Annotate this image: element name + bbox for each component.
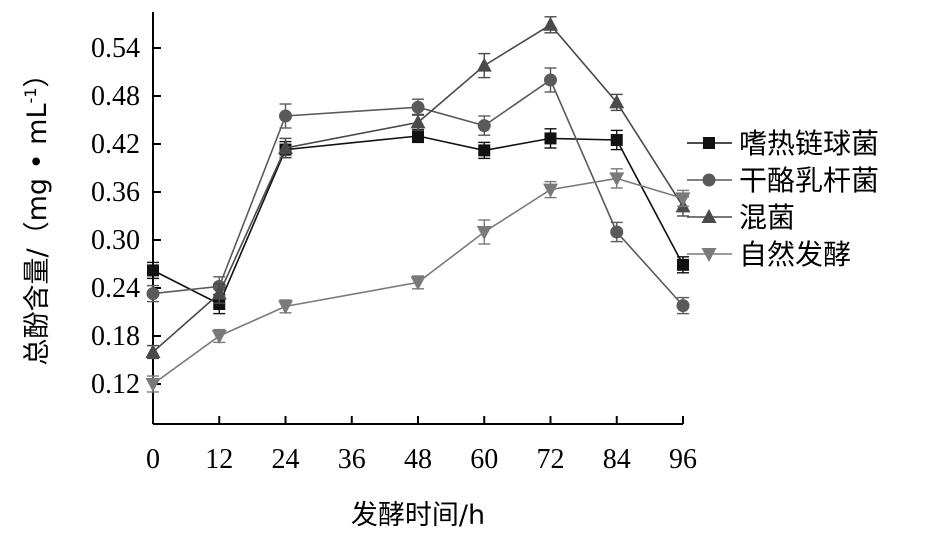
data-point bbox=[145, 344, 161, 358]
x-tick-label: 96 bbox=[669, 444, 697, 475]
series-line bbox=[152, 23, 684, 353]
y-axis-title-close: ） bbox=[22, 61, 53, 88]
x-tick-label: 84 bbox=[603, 444, 631, 475]
data-point bbox=[146, 287, 160, 301]
series-3 bbox=[145, 168, 691, 393]
data-point bbox=[476, 226, 492, 240]
y-axis-title-main: 总酚含量/（mg • mL bbox=[22, 103, 53, 365]
data-point bbox=[476, 57, 492, 72]
data-point bbox=[278, 140, 293, 154]
data-point bbox=[147, 264, 159, 277]
series-line bbox=[152, 135, 684, 306]
y-tick-label: 0.36 bbox=[91, 177, 140, 208]
legend-item: 嗜热链球菌 bbox=[687, 127, 879, 160]
legend-marker bbox=[701, 209, 717, 223]
legend-label: 混菌 bbox=[739, 201, 795, 234]
legend-label: 嗜热链球菌 bbox=[739, 127, 879, 160]
legend-item: 自然发酵 bbox=[687, 238, 851, 271]
data-point bbox=[477, 119, 491, 133]
y-tick-label: 0.24 bbox=[91, 273, 140, 304]
data-point bbox=[543, 183, 558, 198]
y-tick-label: 0.12 bbox=[91, 369, 140, 400]
x-tick-label: 12 bbox=[205, 444, 233, 475]
legend-item: 混菌 bbox=[687, 201, 795, 234]
data-point bbox=[609, 94, 625, 109]
series-layer bbox=[145, 16, 691, 393]
legend-item: 干酪乳杆菌 bbox=[687, 164, 879, 197]
series-line bbox=[152, 78, 684, 307]
svg-text:总酚含量/（mg • mL-1）: 总酚含量/（mg • mL-1） bbox=[21, 61, 53, 366]
series-1 bbox=[146, 67, 690, 315]
series-line bbox=[152, 177, 684, 385]
y-tick-label: 0.48 bbox=[91, 81, 140, 112]
x-tick-label: 0 bbox=[146, 444, 160, 475]
y-tick-label: 0.30 bbox=[91, 225, 140, 256]
data-point bbox=[610, 225, 624, 239]
data-point bbox=[544, 73, 557, 87]
y-tick-label: 0.18 bbox=[91, 321, 140, 352]
data-point bbox=[279, 109, 292, 123]
data-point bbox=[211, 285, 227, 300]
y-axis-title-superscript: -1 bbox=[21, 88, 40, 104]
y-tick-label: 0.42 bbox=[91, 129, 140, 160]
x-tick-label: 72 bbox=[537, 444, 565, 475]
data-point bbox=[410, 114, 426, 129]
legend-label: 干酪乳杆菌 bbox=[739, 164, 879, 197]
x-tick-label: 36 bbox=[338, 444, 366, 475]
x-tick-label: 24 bbox=[272, 444, 300, 475]
data-point bbox=[412, 130, 424, 142]
data-point bbox=[543, 16, 558, 31]
data-point bbox=[610, 134, 623, 146]
x-tick-label: 60 bbox=[470, 444, 498, 475]
legend-marker bbox=[701, 248, 717, 262]
x-axis-title: 发酵时间/h bbox=[351, 500, 485, 531]
legend-marker bbox=[702, 173, 716, 187]
legend-marker bbox=[703, 137, 715, 149]
data-point bbox=[676, 299, 690, 313]
data-point bbox=[544, 132, 557, 145]
x-tick-label: 48 bbox=[404, 444, 432, 475]
data-point bbox=[675, 192, 691, 207]
data-point bbox=[410, 276, 426, 291]
y-axis-title: 总酚含量/（mg • mL-1） bbox=[21, 61, 53, 366]
data-point bbox=[278, 300, 293, 315]
legend-label: 自然发酵 bbox=[739, 238, 851, 271]
data-point bbox=[609, 172, 625, 187]
data-point bbox=[411, 100, 425, 114]
data-point bbox=[677, 258, 689, 271]
ticks: 0.12 0.18 0.24 0.30 0.36 0.42 0.48 0.54 0 12 24 36 4… bbox=[91, 33, 697, 475]
axes bbox=[152, 12, 683, 425]
data-point bbox=[211, 330, 227, 344]
data-point bbox=[478, 144, 491, 157]
data-point bbox=[145, 378, 161, 392]
y-tick-label: 0.54 bbox=[91, 33, 140, 64]
data-point bbox=[213, 298, 226, 310]
series-2 bbox=[145, 16, 691, 360]
series-0 bbox=[147, 128, 689, 315]
